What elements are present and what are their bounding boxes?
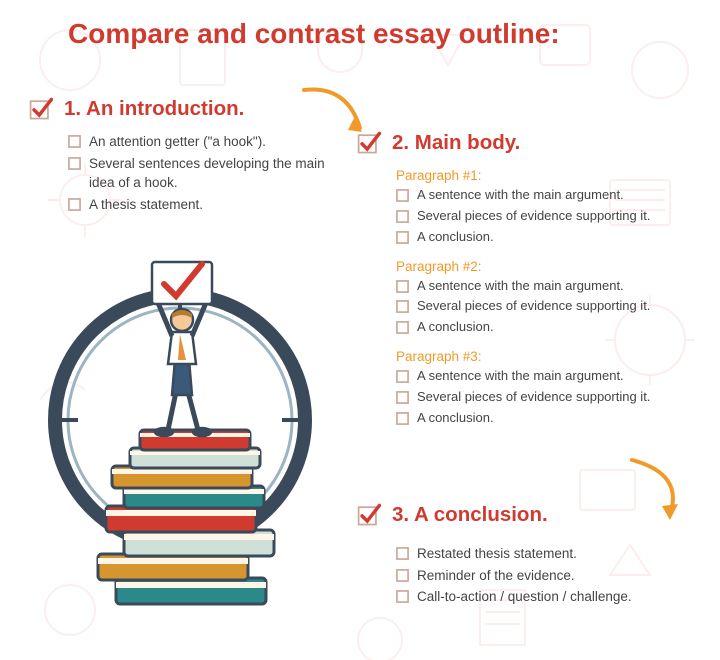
- checkbox-empty-icon: [396, 280, 409, 293]
- checklist-text: Call-to-action / question / challenge.: [417, 587, 632, 607]
- checkbox-empty-icon: [396, 569, 409, 582]
- checklist-text: Several pieces of evidence supporting it…: [417, 297, 650, 316]
- checklist-text: An attention getter ("a hook").: [89, 132, 266, 152]
- checklist-item: An attention getter ("a hook").: [68, 132, 338, 152]
- checkbox-empty-icon: [396, 547, 409, 560]
- checklist-text: Several pieces of evidence supporting it…: [417, 388, 650, 407]
- checklist-item: A conclusion.: [396, 228, 696, 247]
- checkbox-empty-icon: [396, 321, 409, 334]
- checkbox-empty-icon: [396, 189, 409, 202]
- checklist-text: A sentence with the main argument.: [417, 367, 624, 386]
- checklist-text: A conclusion.: [417, 228, 494, 247]
- checkbox-empty-icon: [396, 370, 409, 383]
- checkbox-empty-icon: [396, 590, 409, 603]
- checkbox-empty-icon: [68, 157, 81, 170]
- checklist-item: A thesis statement.: [68, 195, 338, 215]
- checklist-text: Reminder of the evidence.: [417, 566, 575, 586]
- checkbox-empty-icon: [68, 135, 81, 148]
- checklist-item: Reminder of the evidence.: [396, 566, 696, 586]
- checklist-text: A sentence with the main argument.: [417, 277, 624, 296]
- checklist-item: Several pieces of evidence supporting it…: [396, 207, 696, 226]
- section-title: 3. A conclusion.: [392, 503, 548, 527]
- checkbox-empty-icon: [396, 300, 409, 313]
- checklist-text: Restated thesis statement.: [417, 544, 577, 564]
- checklist-text: A conclusion.: [417, 318, 494, 337]
- checklist-item: A sentence with the main argument.: [396, 367, 696, 386]
- checkbox-empty-icon: [396, 231, 409, 244]
- checklist-text: Several pieces of evidence supporting it…: [417, 207, 650, 226]
- checklist-item: Several pieces of evidence supporting it…: [396, 388, 696, 407]
- checklist-text: A sentence with the main argument.: [417, 186, 624, 205]
- checkmark-icon: [356, 502, 382, 528]
- section-title: 1. An introduction.: [64, 97, 244, 121]
- section-conclusion: 3. A conclusion. Restated thesis stateme…: [356, 502, 696, 609]
- checkbox-empty-icon: [68, 198, 81, 211]
- paragraph-label: Paragraph #1:: [356, 168, 696, 183]
- checkbox-empty-icon: [396, 391, 409, 404]
- books-person-illustration: [20, 240, 340, 640]
- checkbox-empty-icon: [396, 210, 409, 223]
- checklist-item: Several sentences developing the main id…: [68, 154, 338, 193]
- paragraph-label: Paragraph #2:: [356, 259, 696, 274]
- checklist-item: A conclusion.: [396, 318, 696, 337]
- paragraph-label: Paragraph #3:: [356, 349, 696, 364]
- checklist-item: A conclusion.: [396, 409, 696, 428]
- checklist-item: Restated thesis statement.: [396, 544, 696, 564]
- page-title: Compare and contrast essay outline:: [28, 18, 692, 50]
- checklist-text: A conclusion.: [417, 409, 494, 428]
- checklist-item: A sentence with the main argument.: [396, 186, 696, 205]
- checklist-item: Call-to-action / question / challenge.: [396, 587, 696, 607]
- section-mainbody: 2. Main body. Paragraph #1: A sentence wi…: [356, 130, 696, 430]
- section-title: 2. Main body.: [392, 131, 520, 155]
- section-introduction: 1. An introduction. An attention getter …: [28, 96, 338, 216]
- checklist-text: Several sentences developing the main id…: [89, 154, 338, 193]
- checklist-text: A thesis statement.: [89, 195, 203, 215]
- checkmark-icon: [356, 130, 382, 156]
- checklist-item: A sentence with the main argument.: [396, 277, 696, 296]
- checkmark-icon: [28, 96, 54, 122]
- checklist-item: Several pieces of evidence supporting it…: [396, 297, 696, 316]
- checkbox-empty-icon: [396, 412, 409, 425]
